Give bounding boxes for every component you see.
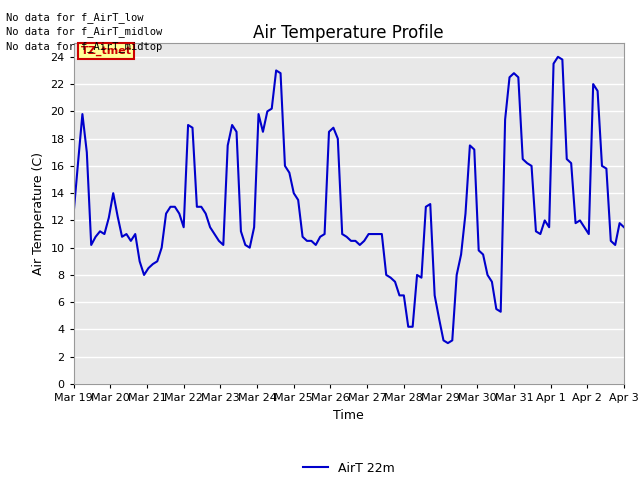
Text: No data for f_AirT_midtop: No data for f_AirT_midtop [6, 41, 163, 52]
Text: No data for f_AirT_low: No data for f_AirT_low [6, 12, 144, 23]
Text: TZ_tmet: TZ_tmet [81, 46, 132, 56]
Text: No data for f_AirT_midlow: No data for f_AirT_midlow [6, 26, 163, 37]
X-axis label: Time: Time [333, 408, 364, 421]
Legend: AirT 22m: AirT 22m [298, 457, 399, 480]
Y-axis label: Air Temperature (C): Air Temperature (C) [32, 152, 45, 275]
Title: Air Temperature Profile: Air Temperature Profile [253, 24, 444, 42]
